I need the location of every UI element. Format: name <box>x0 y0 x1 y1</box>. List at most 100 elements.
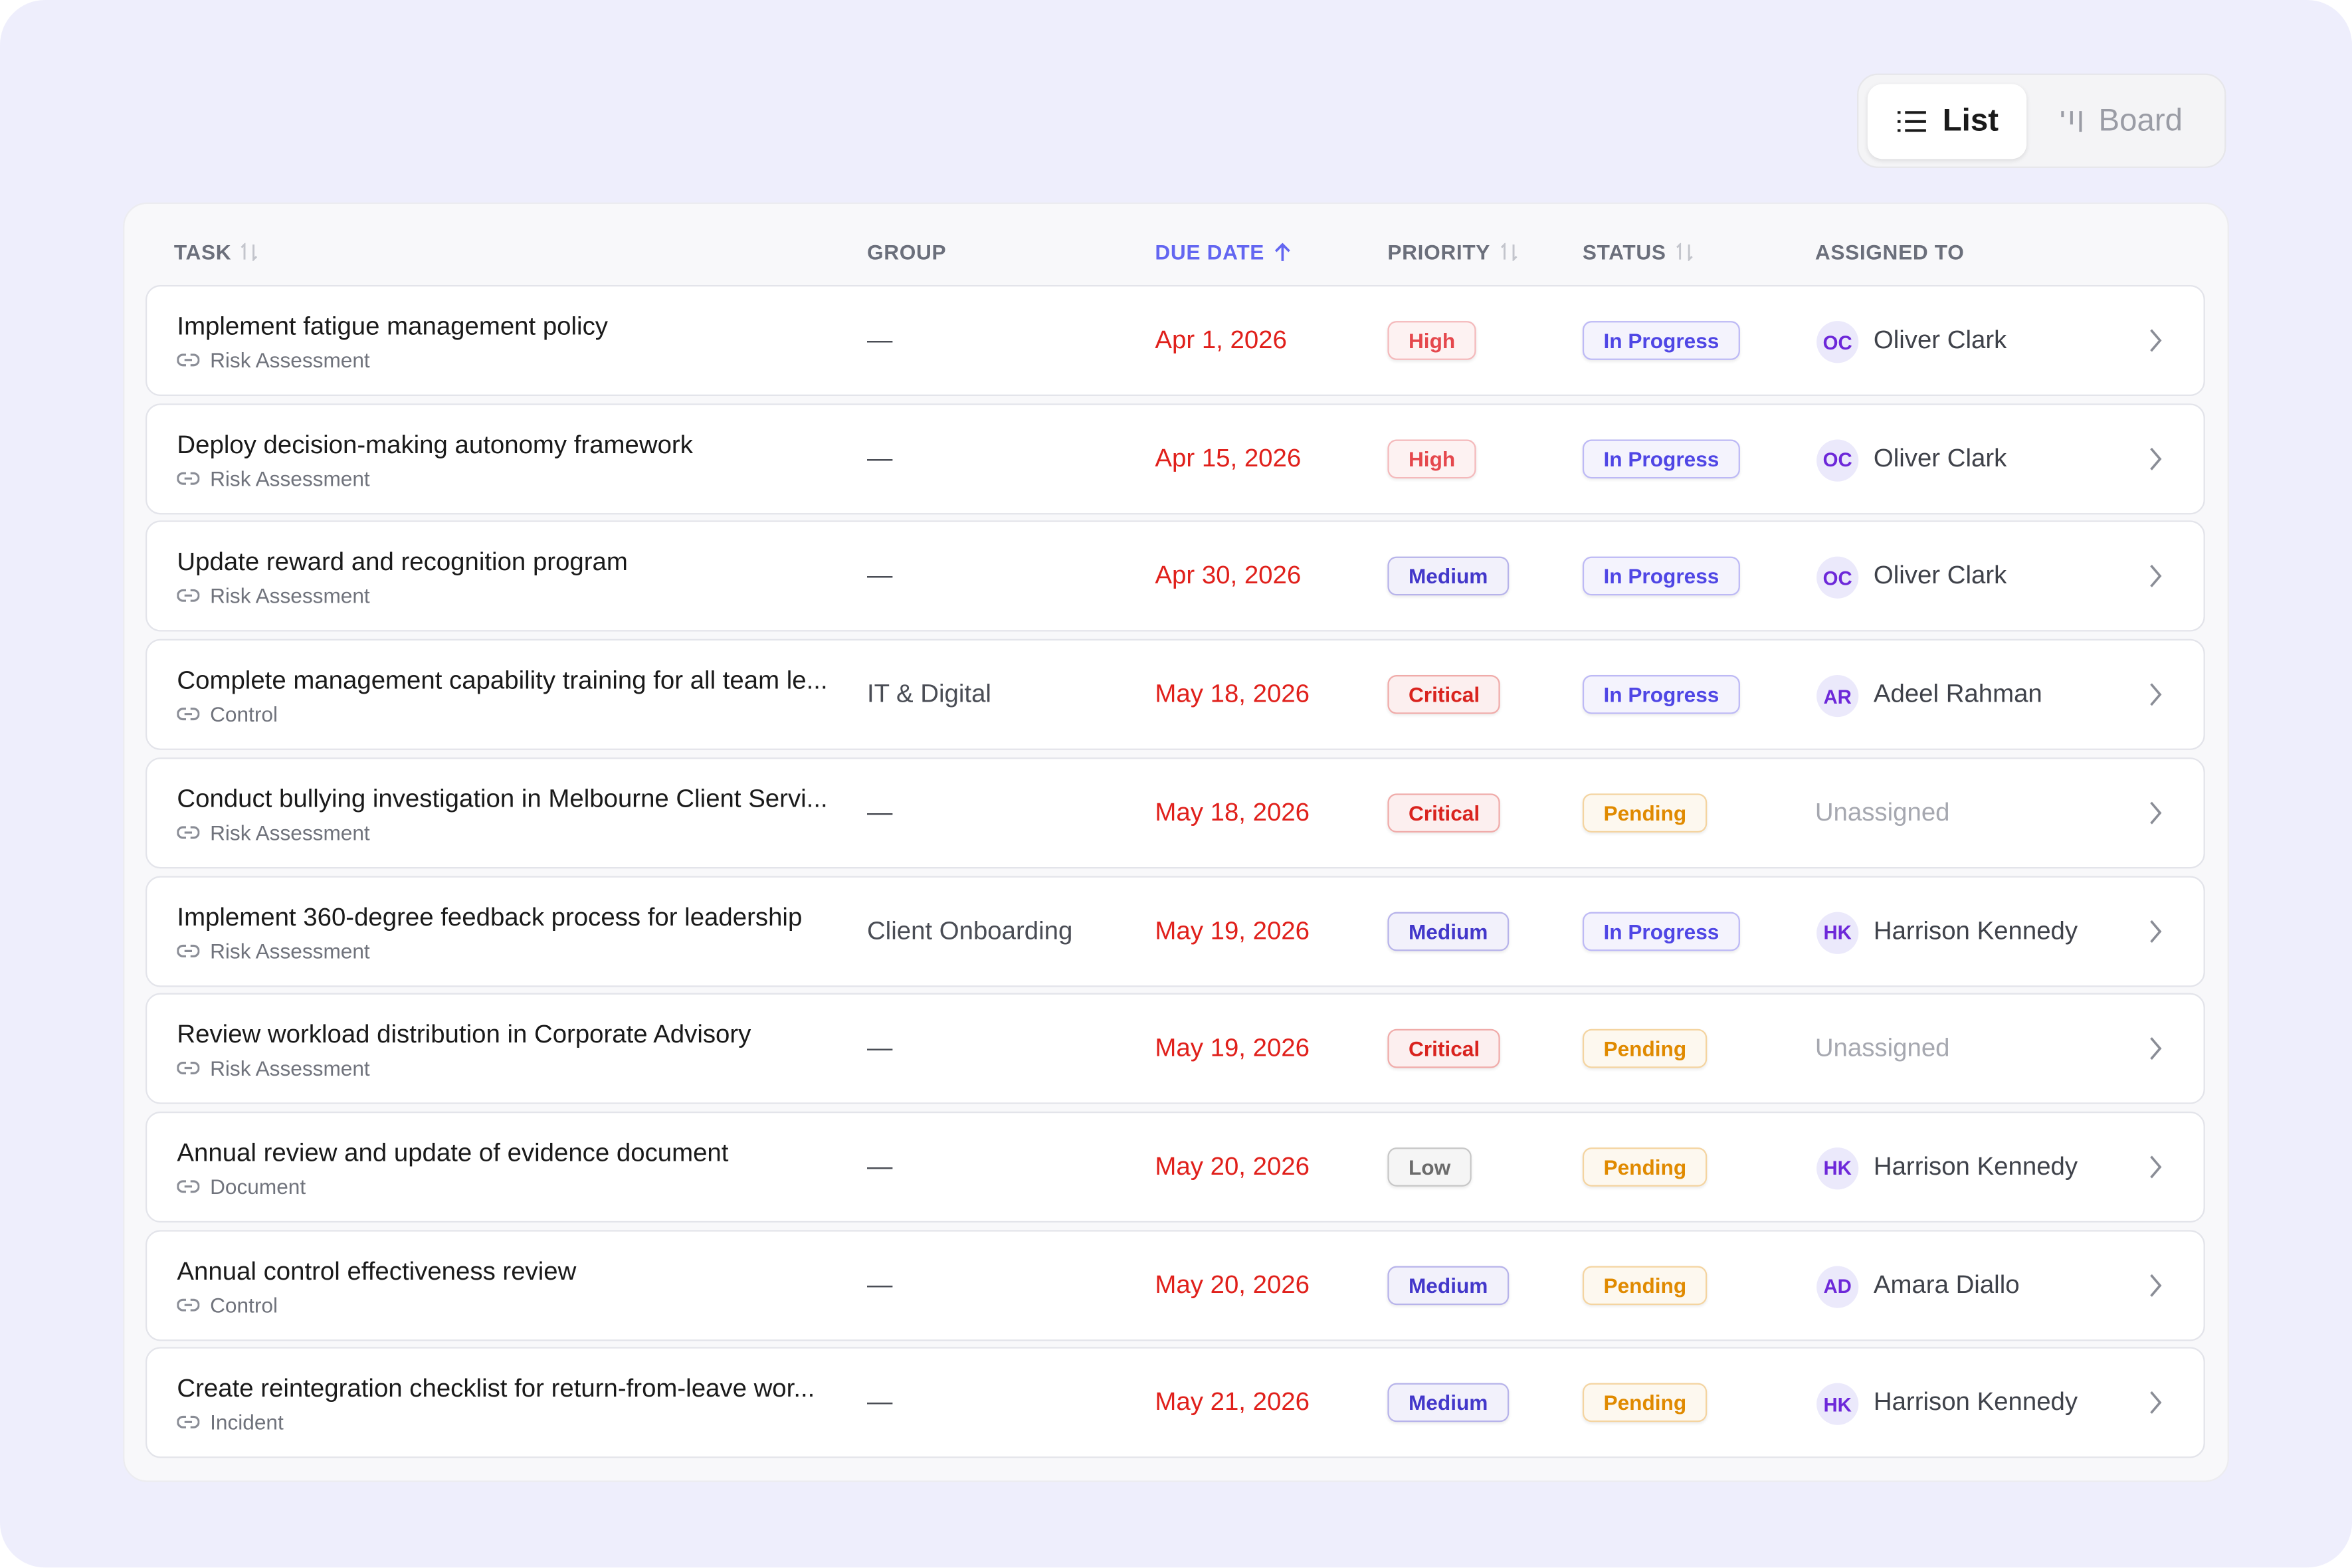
assignee: Harrison Kennedy <box>1873 916 2078 945</box>
priority-badge: Critical <box>1387 793 1501 833</box>
source-label: Document <box>210 1174 306 1199</box>
source-label: Risk Assessment <box>210 938 370 963</box>
column-header[interactable]: TASK <box>174 240 258 264</box>
status-badge: In Progress <box>1582 321 1741 360</box>
status-badge: In Progress <box>1582 675 1741 714</box>
task-title: Deploy decision-making autonomy framewor… <box>177 430 693 459</box>
task-row[interactable]: Annual review and update of evidence doc… <box>145 1111 2205 1223</box>
link-icon <box>177 589 200 604</box>
source-label: Risk Assessment <box>210 584 370 609</box>
chevron <box>2148 328 2163 359</box>
chevron <box>2148 1391 2163 1422</box>
due-date: Apr 15, 2026 <box>1155 443 1302 472</box>
header-label: GROUP <box>866 240 947 264</box>
assignee: Adeel Rahman <box>1873 679 2042 708</box>
group: — <box>866 325 893 354</box>
status-badge: Pending <box>1582 1147 1708 1187</box>
task-source: Risk Assessment <box>177 938 370 963</box>
due-date: May 18, 2026 <box>1155 797 1310 827</box>
sort-icon <box>1500 243 1518 261</box>
assignee: Unassigned <box>1814 797 1950 827</box>
column-header[interactable]: STATUS <box>1583 240 1693 264</box>
source-label: Risk Assessment <box>210 466 370 490</box>
board-button[interactable]: Board <box>2060 84 2183 159</box>
group: — <box>866 561 893 591</box>
link-icon <box>177 1415 200 1430</box>
status-badge: Pending <box>1582 793 1708 833</box>
link-icon <box>177 1061 200 1076</box>
assignee: Unassigned <box>1814 1033 1950 1062</box>
task-source: Incident <box>177 1411 284 1434</box>
priority-badge: Critical <box>1387 675 1501 714</box>
task-row[interactable]: Annual control effectiveness review Contr… <box>145 1229 2205 1341</box>
status-badge: Pending <box>1582 1029 1708 1068</box>
priority-badge: Medium <box>1387 557 1509 597</box>
task-row[interactable]: Implement 360-degree feedback process fo… <box>145 875 2205 987</box>
task-title: Complete management capability training … <box>177 666 828 695</box>
view-toggle: List Board <box>1857 73 2226 168</box>
link-icon <box>177 353 200 368</box>
avatar: OC <box>1816 321 1859 363</box>
task-title: Create reintegration checklist for retur… <box>177 1374 815 1403</box>
due-date: Apr 30, 2026 <box>1155 561 1302 591</box>
avatar: AR <box>1816 675 1859 718</box>
board-label: Board <box>2098 103 2183 138</box>
task-row[interactable]: Complete management capability training … <box>145 638 2205 751</box>
assignee: Harrison Kennedy <box>1873 1151 2078 1181</box>
avatar: HK <box>1816 1147 1859 1190</box>
group: — <box>866 1388 893 1417</box>
task-row[interactable]: Conduct bullying investigation in Melbou… <box>145 757 2205 868</box>
task-row[interactable]: Deploy decision-making autonomy framewor… <box>145 403 2205 514</box>
link-icon <box>177 1179 200 1194</box>
priority-badge: Medium <box>1387 911 1509 951</box>
header-label: TASK <box>173 240 232 264</box>
avatar: HK <box>1816 1383 1859 1426</box>
source-label: Risk Assessment <box>210 1056 370 1080</box>
priority-badge: High <box>1387 321 1476 360</box>
avatar: OC <box>1816 439 1859 482</box>
task-title: Annual control effectiveness review <box>177 1256 577 1285</box>
task-row[interactable]: Create reintegration checklist for retur… <box>145 1347 2205 1459</box>
task-title: Implement fatigue management policy <box>177 312 608 341</box>
priority-badge: Medium <box>1387 1383 1509 1422</box>
source-label: Control <box>210 1292 278 1317</box>
list-label: List <box>1942 103 1999 138</box>
column-header[interactable]: DUE DATE <box>1155 240 1291 264</box>
due-date: May 19, 2026 <box>1155 1033 1310 1062</box>
task-title: Conduct bullying investigation in Melbou… <box>177 784 828 813</box>
link-icon <box>177 825 200 840</box>
group: — <box>866 443 893 472</box>
task-row[interactable]: Review workload distribution in Corporat… <box>145 993 2205 1105</box>
due-date: May 20, 2026 <box>1155 1151 1310 1181</box>
chevron <box>2148 1036 2163 1068</box>
task-source: Risk Assessment <box>177 348 370 372</box>
assignee: Amara Diallo <box>1873 1270 2020 1299</box>
task-row[interactable]: Update reward and recognition program Ris… <box>145 521 2205 633</box>
sort-icon <box>241 243 258 261</box>
due-date: May 21, 2026 <box>1155 1388 1310 1417</box>
task-title: Review workload distribution in Corporat… <box>177 1020 751 1049</box>
task-title: Implement 360-degree feedback process fo… <box>177 902 803 931</box>
header-label: PRIORITY <box>1387 240 1491 264</box>
assignee: Oliver Clark <box>1873 561 2007 591</box>
task-source: Risk Assessment <box>177 466 370 490</box>
task-title: Annual review and update of evidence doc… <box>177 1138 729 1167</box>
chevron <box>2148 446 2163 478</box>
group: Client Onboarding <box>866 916 1073 945</box>
source-label: Control <box>210 702 278 726</box>
task-source: Risk Assessment <box>177 584 370 609</box>
chevron <box>2148 801 2163 832</box>
header-label: DUE DATE <box>1155 240 1265 264</box>
chevron <box>2148 682 2163 714</box>
sort-icon <box>1274 242 1292 262</box>
due-date: May 18, 2026 <box>1155 679 1310 708</box>
priority-badge: Low <box>1387 1147 1472 1187</box>
column-header: GROUP <box>867 240 946 264</box>
column-header[interactable]: PRIORITY <box>1387 240 1517 264</box>
list-button[interactable]: List <box>1867 84 2027 159</box>
link-icon <box>177 470 200 486</box>
task-row[interactable]: Implement fatigue management policy Risk … <box>145 284 2205 397</box>
group: — <box>866 797 893 827</box>
avatar: AD <box>1816 1265 1859 1308</box>
